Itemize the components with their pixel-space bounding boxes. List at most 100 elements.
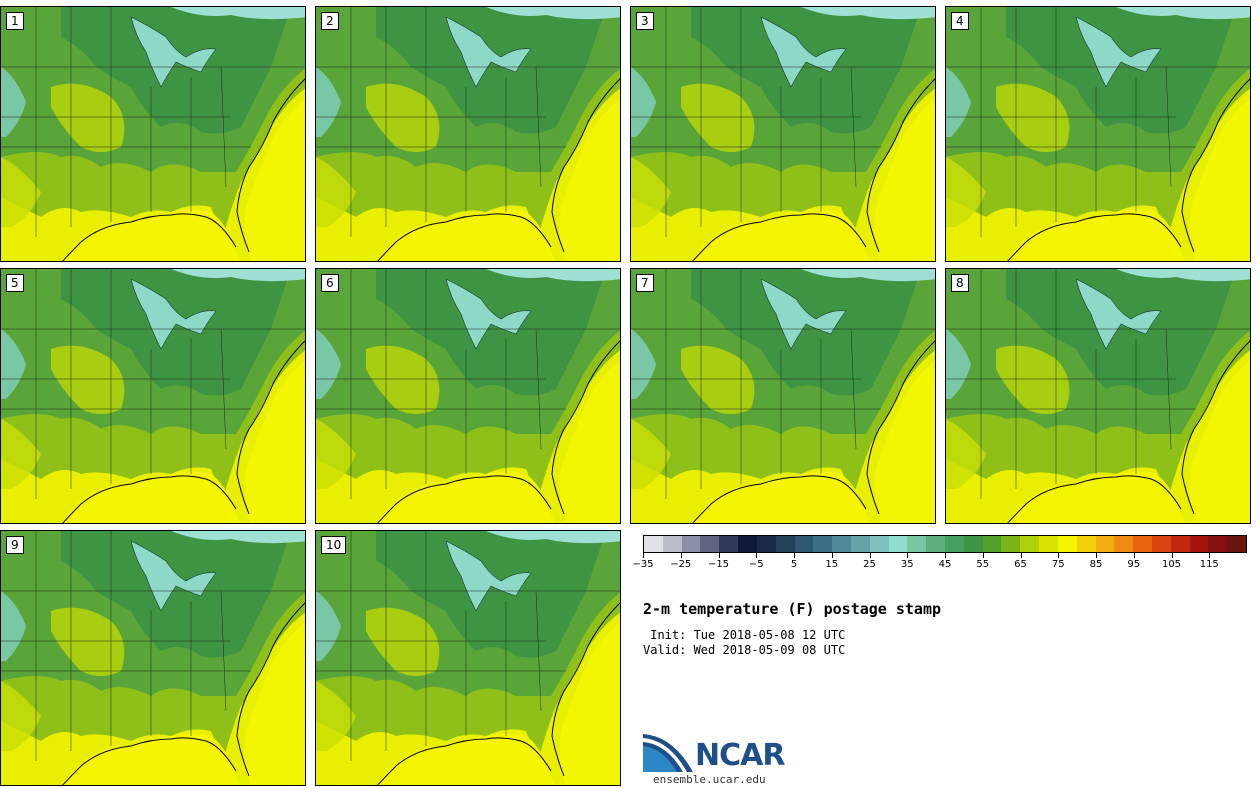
site-url: ensemble.ucar.edu [653, 773, 766, 786]
temperature-map [631, 7, 935, 261]
colorbar-tick [869, 553, 871, 558]
figure-title: 2-m temperature (F) postage stamp [643, 600, 942, 618]
ensemble-member-map: 7 [630, 268, 936, 524]
colorbar-ticks: −35 −25 −15 −5 5 15 25 35 45 55 65 75 85 95 105 115 [632, 553, 1247, 575]
colorbar-swatch [794, 536, 814, 552]
colorbar-tick-label: −25 [670, 559, 692, 570]
colorbar-swatch [1208, 536, 1228, 552]
member-label: 5 [6, 274, 24, 292]
colorbar-tick [907, 553, 909, 558]
colorbar-tick [1096, 553, 1097, 558]
colorbar-tick-label: 65 [1014, 559, 1027, 570]
colorbar-tick-label: 45 [938, 559, 952, 570]
member-label: 8 [951, 274, 969, 292]
colorbar-swatch [1001, 536, 1021, 552]
colorbar-swatch [1189, 536, 1209, 552]
temperature-map [631, 269, 935, 523]
ncar-logo-icon [643, 734, 693, 772]
colorbar-swatch [700, 536, 720, 552]
member-label: 7 [636, 274, 654, 292]
colorbar-swatch [1095, 536, 1115, 552]
colorbar-tick [982, 553, 984, 558]
ensemble-member-map: 2 [315, 6, 621, 262]
temperature-map [316, 531, 620, 785]
colorbar-tick-label: 115 [1199, 559, 1219, 570]
colorbar-swatch [813, 536, 833, 552]
colorbar-tick [1058, 553, 1060, 558]
ensemble-member-map: 3 [630, 6, 936, 262]
colorbar-swatch [945, 536, 964, 552]
member-label: 10 [321, 536, 347, 554]
ensemble-member-map: 10 [315, 530, 621, 786]
ensemble-member-map: 4 [945, 6, 1251, 262]
colorbar-swatch [1076, 536, 1096, 552]
ensemble-member-map: 8 [945, 268, 1251, 524]
colorbar-tick [1020, 553, 1022, 558]
colorbar-swatch [756, 536, 776, 552]
ensemble-member-map: 1 [0, 6, 306, 262]
init-time: Init: Tue 2018-05-08 12 UTC [643, 628, 846, 642]
colorbar-tick [1171, 553, 1173, 558]
colorbar-swatch [644, 536, 663, 552]
colorbar-swatch [1039, 536, 1058, 552]
colorbar-swatch [982, 536, 1002, 552]
colorbar-tick [718, 553, 720, 558]
colorbar-tick-label: −15 [707, 559, 730, 570]
ensemble-member-map: 6 [315, 268, 621, 524]
colorbar-tick-label: −5 [748, 559, 764, 570]
colorbar-swatch [907, 536, 927, 552]
colorbar-tick-label: 105 [1161, 559, 1182, 570]
colorbar-tick-label: 15 [825, 559, 839, 570]
colorbar-tick-label: 55 [976, 559, 990, 570]
colorbar-swatch [738, 536, 757, 552]
colorbar-swatch [775, 536, 795, 552]
colorbar-tick [831, 553, 833, 558]
member-label: 1 [6, 12, 24, 30]
member-label: 4 [951, 12, 969, 30]
colorbar-swatch [963, 536, 983, 552]
colorbar-swatch [1057, 536, 1077, 552]
colorbar-tick-label: 85 [1089, 559, 1103, 570]
colorbar-swatch [1133, 536, 1152, 552]
ncar-logo-text: NCAR [695, 738, 785, 773]
colorbar-swatch [926, 536, 945, 552]
valid-time: Valid: Wed 2018-05-09 08 UTC [643, 643, 846, 657]
temperature-map [946, 269, 1250, 523]
colorbar-tick-label: 75 [1051, 559, 1065, 570]
temperature-colorbar [643, 535, 1247, 553]
colorbar-tick-label: 35 [900, 559, 914, 570]
colorbar-swatch [1170, 536, 1190, 552]
colorbar-swatch [1227, 536, 1246, 552]
colorbar-tick [1133, 553, 1135, 558]
colorbar-swatch [681, 536, 701, 552]
temperature-map [946, 7, 1250, 261]
colorbar-tick [945, 553, 946, 558]
colorbar-tick [643, 553, 644, 558]
colorbar-tick-label: −35 [632, 559, 654, 570]
temperature-map [1, 269, 305, 523]
colorbar-tick [680, 553, 682, 558]
member-label: 2 [321, 12, 339, 30]
member-label: 9 [6, 536, 24, 554]
colorbar-swatch [832, 536, 851, 552]
ensemble-member-map: 5 [0, 268, 306, 524]
colorbar-swatch [850, 536, 870, 552]
temperature-map [316, 7, 620, 261]
colorbar-swatch [719, 536, 739, 552]
colorbar-swatch [1020, 536, 1040, 552]
colorbar-tick [794, 553, 795, 558]
colorbar-tick [756, 553, 758, 558]
colorbar-tick-label: 5 [790, 559, 798, 570]
ensemble-member-map: 9 [0, 530, 306, 786]
colorbar-tick-label: 25 [863, 559, 876, 570]
temperature-map [316, 269, 620, 523]
member-label: 6 [321, 274, 339, 292]
member-label: 3 [636, 12, 654, 30]
colorbar-swatch [1114, 536, 1134, 552]
colorbar-swatch [869, 536, 889, 552]
colorbar-tick-label: 95 [1127, 559, 1141, 570]
colorbar-swatch [662, 536, 682, 552]
colorbar-tick [1209, 553, 1211, 558]
colorbar-swatch [888, 536, 908, 552]
temperature-map [1, 531, 305, 785]
